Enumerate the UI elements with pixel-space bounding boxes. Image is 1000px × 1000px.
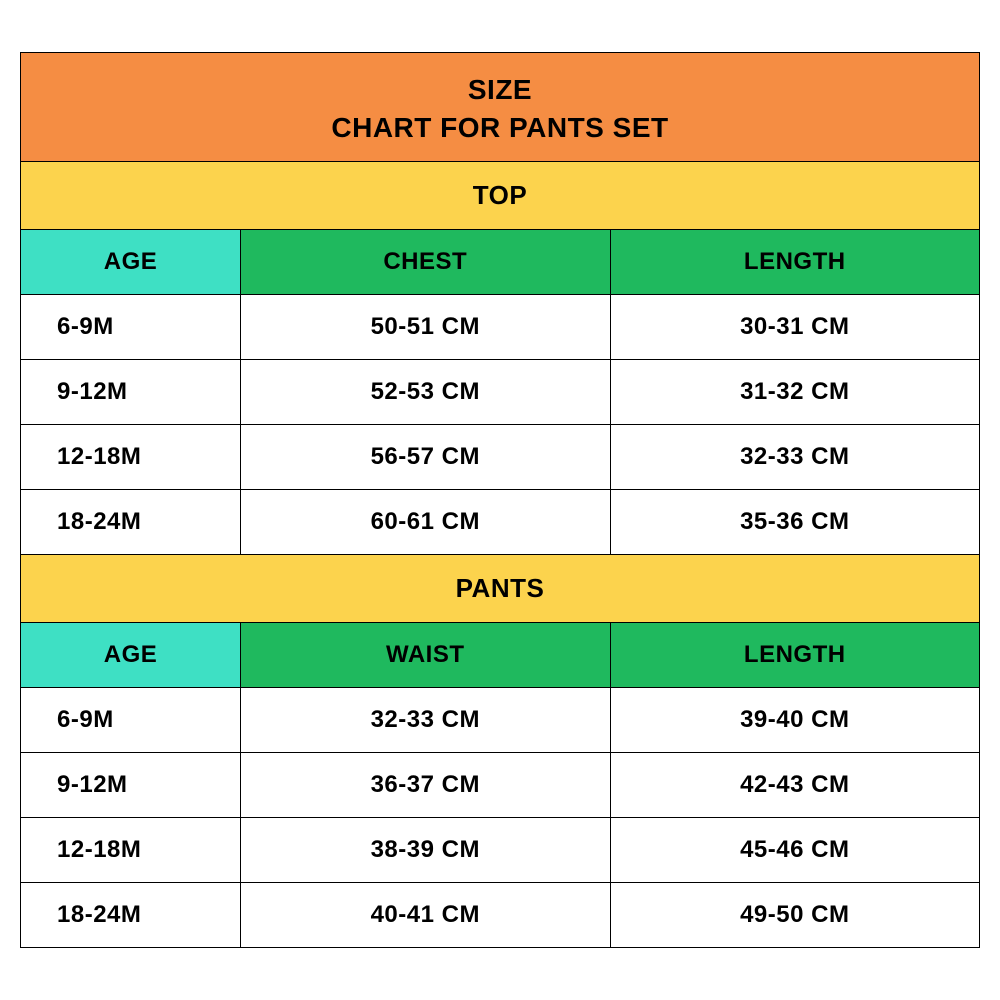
table-row: 12-18M 56-57 CM 32-33 CM	[21, 425, 979, 490]
header-waist: WAIST	[241, 623, 611, 687]
header-chest: CHEST	[241, 230, 611, 294]
header-age: AGE	[21, 230, 241, 294]
size-chart: SIZE CHART FOR PANTS SET TOP AGE CHEST L…	[20, 52, 980, 948]
cell-age: 9-12M	[21, 753, 241, 817]
table-row: 6-9M 50-51 CM 30-31 CM	[21, 295, 979, 360]
cell-age: 18-24M	[21, 490, 241, 554]
table-row: 12-18M 38-39 CM 45-46 CM	[21, 818, 979, 883]
section-top-label: TOP	[21, 162, 979, 230]
header-length: LENGTH	[611, 230, 980, 294]
table-row: 9-12M 36-37 CM 42-43 CM	[21, 753, 979, 818]
cell-chest: 52-53 CM	[241, 360, 611, 424]
cell-chest: 60-61 CM	[241, 490, 611, 554]
cell-length: 45-46 CM	[611, 818, 980, 882]
cell-age: 9-12M	[21, 360, 241, 424]
cell-length: 30-31 CM	[611, 295, 980, 359]
header-length: LENGTH	[611, 623, 980, 687]
cell-length: 49-50 CM	[611, 883, 980, 947]
cell-chest: 50-51 CM	[241, 295, 611, 359]
cell-age: 12-18M	[21, 818, 241, 882]
section-top-headers: AGE CHEST LENGTH	[21, 230, 979, 295]
chart-title: SIZE CHART FOR PANTS SET	[21, 53, 979, 162]
cell-length: 42-43 CM	[611, 753, 980, 817]
cell-length: 35-36 CM	[611, 490, 980, 554]
cell-waist: 40-41 CM	[241, 883, 611, 947]
cell-length: 31-32 CM	[611, 360, 980, 424]
table-row: 18-24M 60-61 CM 35-36 CM	[21, 490, 979, 555]
cell-chest: 56-57 CM	[241, 425, 611, 489]
section-pants-headers: AGE WAIST LENGTH	[21, 623, 979, 688]
table-row: 6-9M 32-33 CM 39-40 CM	[21, 688, 979, 753]
cell-waist: 32-33 CM	[241, 688, 611, 752]
cell-waist: 38-39 CM	[241, 818, 611, 882]
cell-age: 6-9M	[21, 295, 241, 359]
table-row: 18-24M 40-41 CM 49-50 CM	[21, 883, 979, 947]
title-line2: CHART FOR PANTS SET	[331, 112, 668, 143]
header-age: AGE	[21, 623, 241, 687]
title-line1: SIZE	[468, 74, 532, 105]
cell-waist: 36-37 CM	[241, 753, 611, 817]
cell-age: 12-18M	[21, 425, 241, 489]
cell-length: 39-40 CM	[611, 688, 980, 752]
cell-length: 32-33 CM	[611, 425, 980, 489]
table-row: 9-12M 52-53 CM 31-32 CM	[21, 360, 979, 425]
section-pants-label: PANTS	[21, 555, 979, 623]
cell-age: 18-24M	[21, 883, 241, 947]
cell-age: 6-9M	[21, 688, 241, 752]
